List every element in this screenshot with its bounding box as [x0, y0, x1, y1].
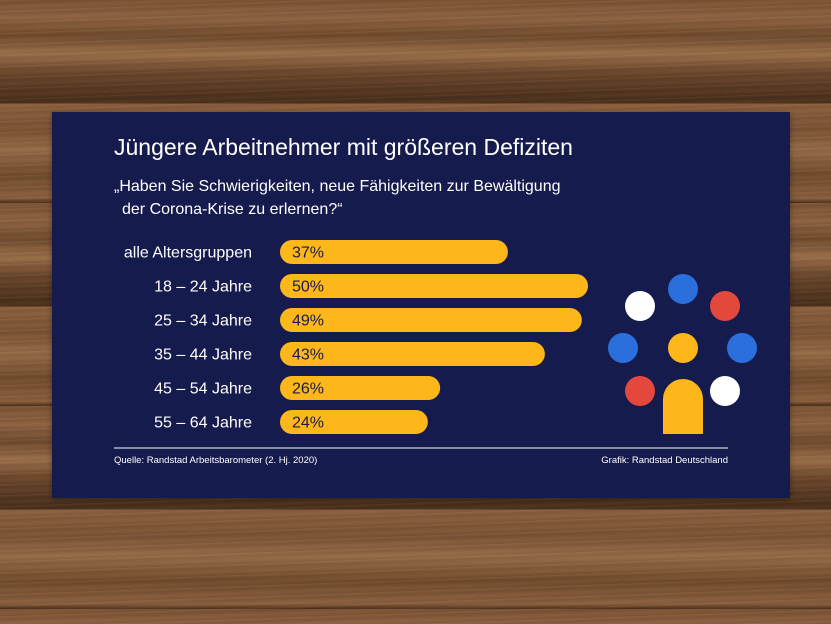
logo-dot	[710, 376, 740, 406]
logo-dot	[668, 274, 698, 304]
chart-title: Jüngere Arbeitnehmer mit größeren Defizi…	[114, 134, 573, 160]
logo-dot	[625, 291, 655, 321]
bar-value-label: 43%	[292, 347, 324, 364]
bar-chart: alle Altersgruppen 37% 18 – 24 Jahre 50% 25 …	[114, 240, 728, 449]
subtitle-line-2: der Corona-Krise zu erlernen?“	[122, 201, 343, 218]
bar	[280, 240, 508, 264]
subtitle-line-1: „Haben Sie Schwierigkeiten, neue Fähigke…	[114, 178, 561, 195]
logo-dot	[625, 376, 655, 406]
bar-value-label: 49%	[292, 313, 324, 330]
source-note: Quelle: Randstad Arbeitsbarometer (2. Hj…	[114, 455, 318, 466]
logo-stem	[663, 379, 703, 434]
bar	[280, 274, 588, 298]
bar	[280, 342, 545, 366]
bar-value-label: 50%	[292, 279, 324, 296]
logo-dot	[608, 333, 638, 363]
bar	[280, 308, 582, 332]
category-label: 35 – 44 Jahre	[154, 347, 252, 364]
bar-value-label: 37%	[292, 245, 324, 262]
randstad-logo-icon	[608, 274, 757, 434]
category-label: 55 – 64 Jahre	[154, 415, 252, 432]
bar-value-label: 24%	[292, 415, 324, 432]
logo-dot	[668, 333, 698, 363]
chart-subtitle: „Haben Sie Schwierigkeiten, neue Fähigke…	[114, 175, 674, 221]
logo-dot	[710, 291, 740, 321]
logo-dot	[727, 333, 757, 363]
bar-value-label: 26%	[292, 381, 324, 398]
bar	[280, 410, 428, 434]
graphic-credit: Grafik: Randstad Deutschland	[601, 455, 728, 466]
bar	[280, 376, 441, 400]
category-label: 25 – 34 Jahre	[154, 313, 252, 330]
category-label: 18 – 24 Jahre	[154, 279, 252, 296]
infographic-card: Jüngere Arbeitnehmer mit größeren Defizi…	[52, 112, 790, 498]
category-label: 45 – 54 Jahre	[154, 381, 252, 398]
category-label: alle Altersgruppen	[124, 245, 252, 262]
